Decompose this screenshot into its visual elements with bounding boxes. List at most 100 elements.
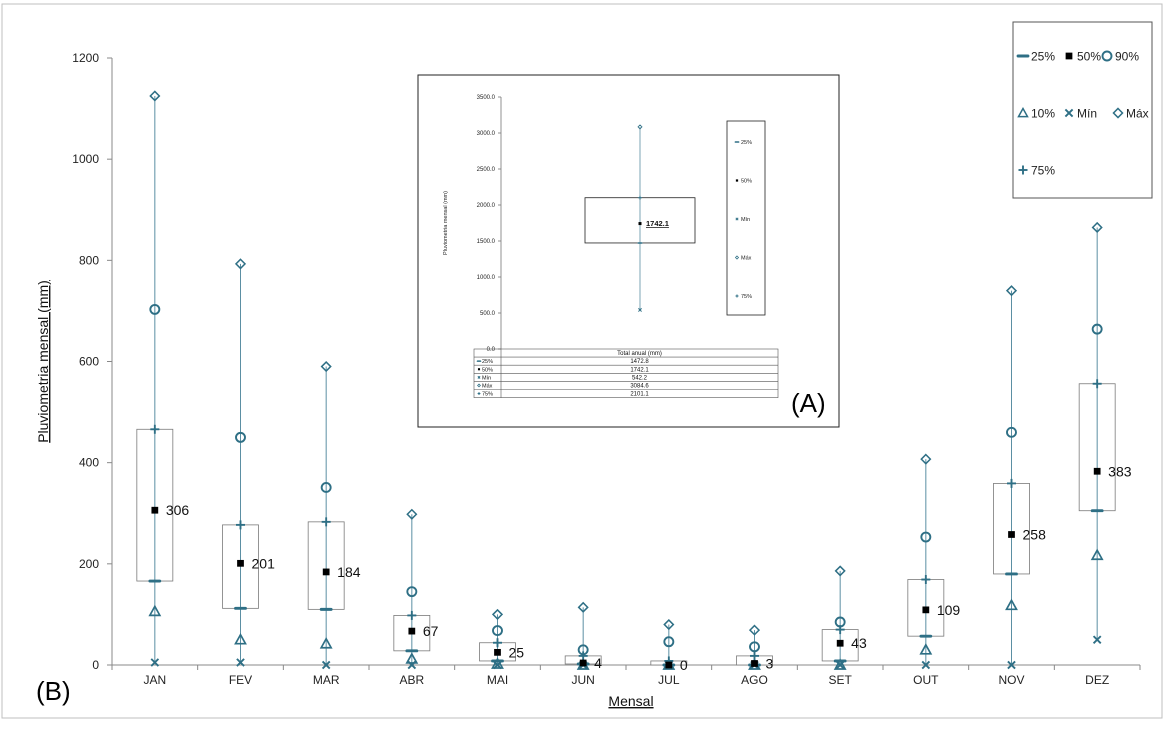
inset-y-tick-label: 3000.0 xyxy=(477,131,496,137)
inset-table-row-name: Mín xyxy=(482,375,491,381)
y-tick-label: 1000 xyxy=(72,152,99,166)
marker-p75 xyxy=(1092,379,1102,389)
inset-y-tick-label: 500.0 xyxy=(480,311,496,317)
marker-p90 xyxy=(663,636,675,648)
marker-p90 xyxy=(406,586,418,598)
marker-min xyxy=(835,660,845,670)
inset-legend-marker xyxy=(735,294,739,298)
inset-marker-median xyxy=(638,222,642,226)
marker-max xyxy=(149,90,161,102)
inset-table-row-value: 1742.1 xyxy=(630,367,649,373)
marker-min xyxy=(407,660,417,670)
median-label: 0 xyxy=(680,657,688,673)
marker-median xyxy=(1008,531,1015,538)
marker-p10 xyxy=(148,604,162,617)
marker-min-stroke-b xyxy=(921,660,931,670)
inset-legend-label: 25% xyxy=(741,140,752,146)
median-label: 383 xyxy=(1108,463,1132,479)
marker-median xyxy=(1093,467,1101,475)
marker-p90 xyxy=(749,641,760,653)
box-mai: 25 xyxy=(479,608,524,670)
marker-median xyxy=(494,648,501,656)
legend-marker xyxy=(1065,52,1073,60)
legend-marker xyxy=(1064,108,1074,118)
box-jul: 0 xyxy=(650,618,688,673)
marker-p75 xyxy=(493,638,502,648)
legend-label: Máx xyxy=(1126,107,1149,121)
inset-y-tick-label: 1500.0 xyxy=(477,239,496,245)
marker-p90 xyxy=(149,303,161,315)
inset-table-marker xyxy=(477,383,481,388)
inset-legend-label: Máx xyxy=(741,256,752,262)
x-tick-label: ABR xyxy=(399,673,424,687)
box-out: 109 xyxy=(907,453,960,670)
inset-table-row-value: 2101.1 xyxy=(630,392,649,398)
inset-legend-marker xyxy=(735,179,739,182)
y-axis-title: Pluviometria mensal (mm) xyxy=(35,280,51,443)
inset-marker-min xyxy=(638,308,642,312)
marker-p75 xyxy=(835,625,845,635)
box-nov: 258 xyxy=(993,285,1046,670)
marker-p90 xyxy=(235,431,246,443)
median-label: 184 xyxy=(337,564,361,580)
marker-p10 xyxy=(319,637,333,649)
inset-table-row-name: 25% xyxy=(482,359,493,365)
legend-label: 10% xyxy=(1031,107,1055,121)
main-legend: 25% 50% 90% 10% Mín Máx 75% xyxy=(1012,21,1153,199)
box-set: 43 xyxy=(821,565,867,670)
y-tick-label: 1200 xyxy=(72,51,99,65)
marker-min-stroke-b xyxy=(1092,635,1102,644)
marker-min xyxy=(150,658,160,667)
median-label: 3 xyxy=(766,655,774,671)
legend-marker xyxy=(1101,50,1113,62)
marker-p90 xyxy=(1091,323,1103,335)
inset-marker-min-stroke-b xyxy=(638,308,642,312)
marker-median xyxy=(751,660,758,667)
marker-median xyxy=(151,506,159,514)
x-tick-label: DEZ xyxy=(1085,673,1109,687)
legend-label: Mín xyxy=(1077,107,1097,121)
median-label: 306 xyxy=(166,502,190,518)
box-dez: 383 xyxy=(1078,221,1132,644)
median-label: 201 xyxy=(252,555,276,571)
inset-chart-a: 0.0 500.0 1000.0 1500.0 2000.0 2500.0 3000.0 35… xyxy=(417,74,840,428)
marker-max xyxy=(320,360,332,373)
inset-table-row-name: 50% xyxy=(482,367,493,373)
legend-marker xyxy=(1018,165,1028,175)
inset-marker-max xyxy=(637,124,643,130)
inset-table-row-name: 75% xyxy=(482,392,493,398)
x-tick-label: OUT xyxy=(913,673,939,687)
marker-median xyxy=(579,659,587,667)
marker-p10 xyxy=(234,632,247,645)
inset-table-row-value: 542.2 xyxy=(632,375,648,381)
marker-p90 xyxy=(1006,426,1017,438)
inset-table-row-value: 1472.8 xyxy=(630,359,649,365)
legend-marker-stroke-b xyxy=(1064,108,1074,118)
inset-y-tick-label: 1000.0 xyxy=(477,275,496,281)
inset-frame xyxy=(417,74,840,428)
marker-max xyxy=(406,508,418,520)
marker-min xyxy=(1092,635,1102,644)
x-tick-label: FEV xyxy=(229,673,252,687)
x-tick-label: SET xyxy=(828,673,852,687)
legend-marker xyxy=(1112,107,1124,119)
legend-box xyxy=(1012,21,1153,199)
marker-p10 xyxy=(1005,598,1018,611)
marker-max xyxy=(491,608,504,620)
inset-legend-marker xyxy=(734,255,740,260)
inset-y-axis-title: Pluviometria mensal (mm) xyxy=(443,191,449,255)
y-tick-label: 0 xyxy=(92,658,99,672)
box-jun: 4 xyxy=(564,601,602,671)
panel-label-b: (B) xyxy=(36,676,71,706)
marker-p75 xyxy=(150,424,160,434)
inset-table-row-name: Máx xyxy=(482,384,493,390)
inset-table-marker-stroke-b xyxy=(477,375,481,379)
inset-y-tick-label: 2500.0 xyxy=(477,167,496,173)
marker-max xyxy=(234,258,247,270)
marker-max xyxy=(920,453,932,465)
marker-median xyxy=(408,627,416,635)
marker-min-stroke-b xyxy=(407,660,417,670)
legend-marker xyxy=(1017,106,1029,118)
